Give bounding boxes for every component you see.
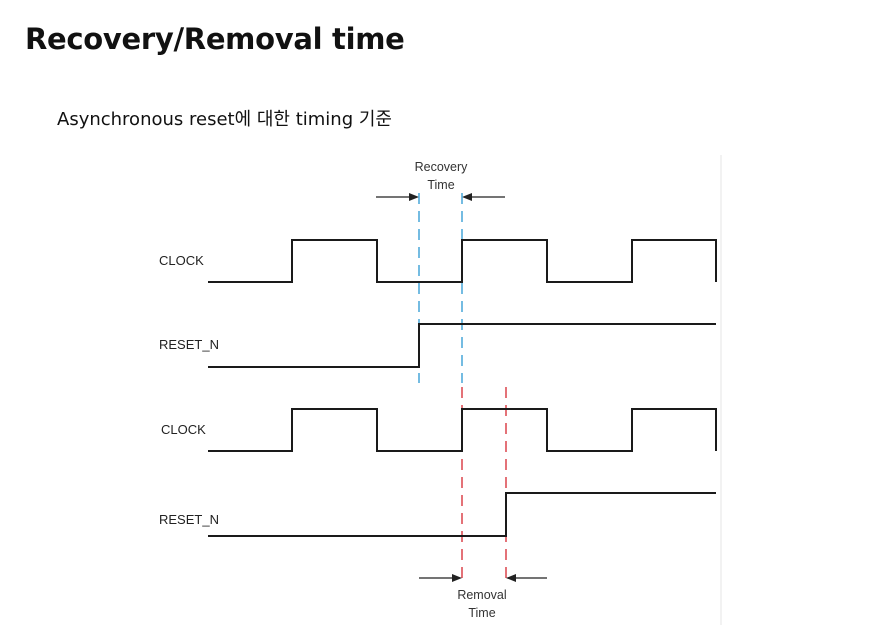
page-title: Recovery/Removal time [25, 22, 405, 56]
signal-label-clock-top: CLOCK [159, 253, 204, 268]
removal-arrow-left [419, 574, 462, 582]
recovery-label-line2: Time [427, 178, 454, 192]
signal-label-reset-bottom: RESET_N [159, 512, 219, 527]
removal-label-line2: Time [468, 606, 495, 620]
reset-waveform-top [208, 323, 716, 368]
signal-label-reset-top: RESET_N [159, 337, 219, 352]
removal-label-line1: Removal [457, 588, 506, 602]
recovery-label-line1: Recovery [415, 160, 469, 174]
clock-waveform-bottom [208, 408, 717, 452]
removal-arrow-right [506, 574, 547, 582]
reset-waveform-bottom [208, 492, 716, 537]
clock-waveform-top [208, 239, 717, 283]
recovery-arrow-left [376, 193, 419, 201]
page-subtitle: Asynchronous reset에 대한 timing 기준 [57, 109, 392, 130]
signal-label-clock-bottom: CLOCK [161, 422, 206, 437]
recovery-arrow-right [462, 193, 505, 201]
